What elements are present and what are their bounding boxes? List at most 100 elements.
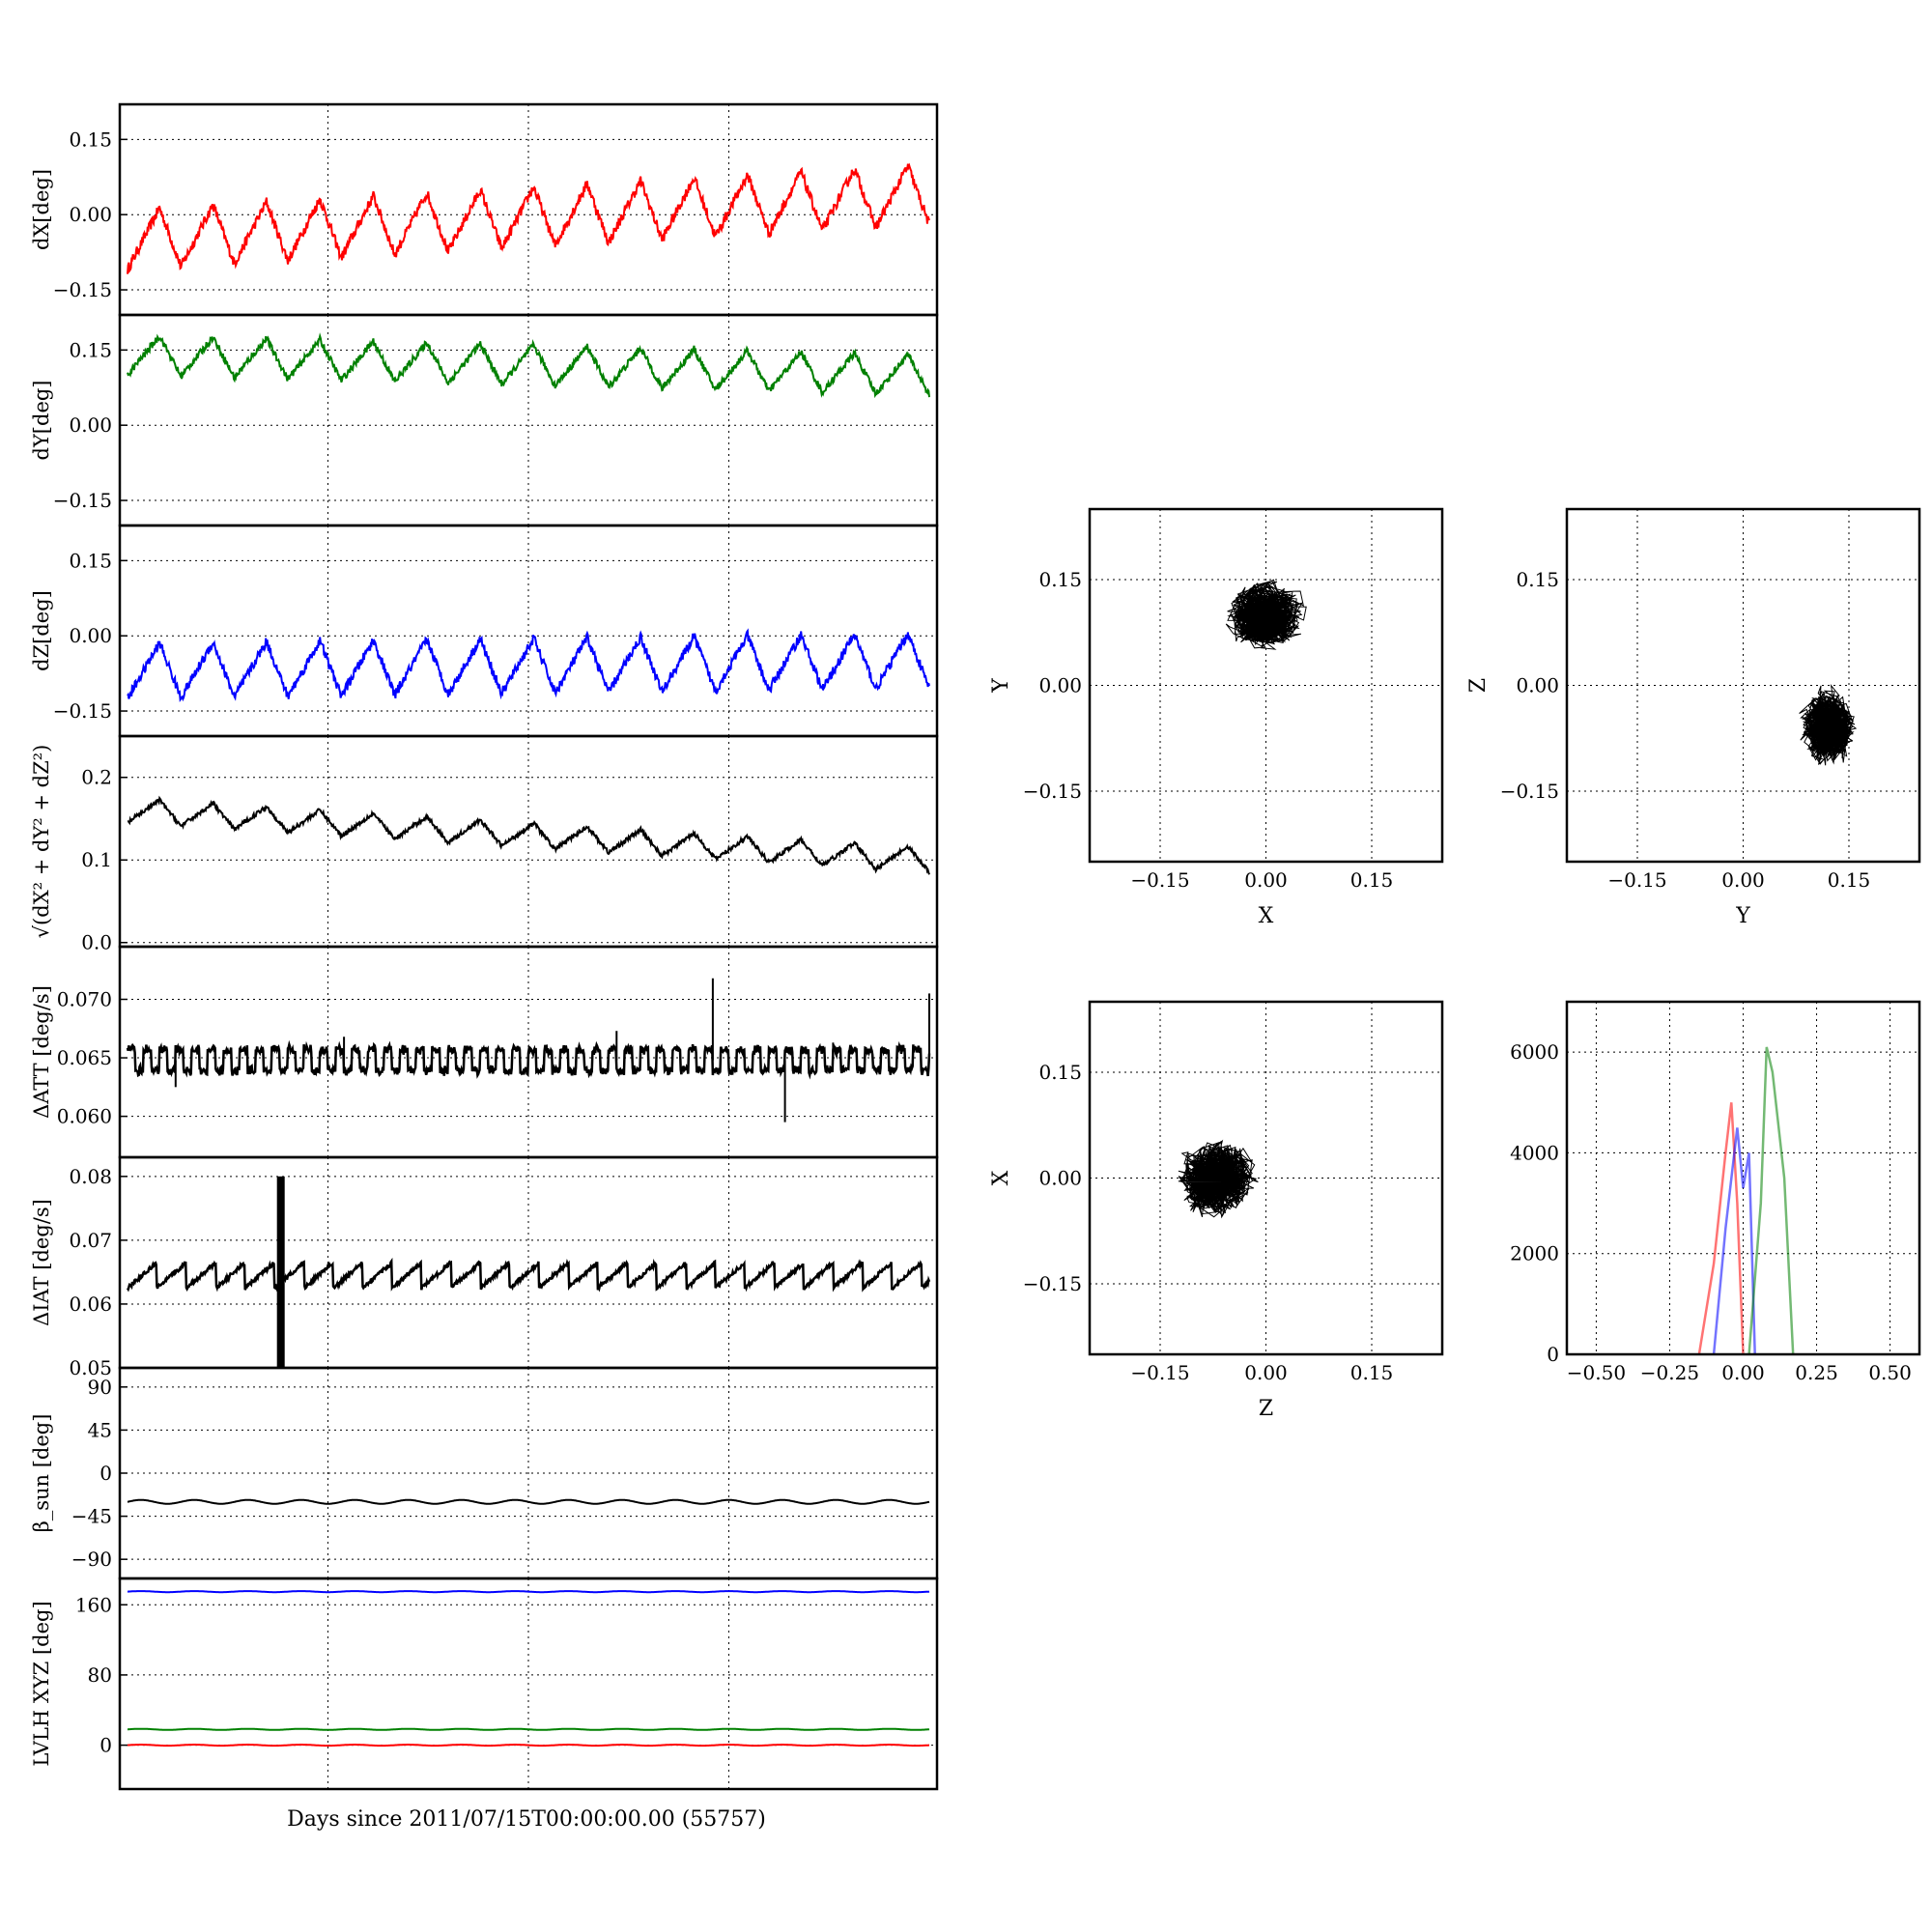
y-axis-label: dY[deg] [30, 380, 53, 460]
y-tick-label: 0.00 [69, 203, 112, 226]
series-line-lvlh-2 [127, 1744, 929, 1747]
x-tick-label: 0.15 [1350, 868, 1394, 892]
x-tick-label: 0.00 [1721, 868, 1765, 892]
x-tick-label: 0.00 [1244, 1361, 1288, 1384]
y-axis-label: √(dX² + dY² + dZ²) [30, 745, 53, 939]
y-tick-label: −0.15 [53, 278, 112, 301]
panel-dIAT: 0.08 0.07 0.06 0.05 ΔIAT [deg/s] [30, 1155, 939, 1379]
y-tick-label: 0.15 [1038, 568, 1082, 591]
y-tick-label: 0.15 [69, 128, 112, 151]
series-line-lvlh [128, 1590, 930, 1594]
panel-frame [1088, 1000, 1444, 1356]
y-tick-label: 2000 [1510, 1242, 1559, 1265]
histogram-panel: −0.50 −0.25 0.00 0.25 0.50 0 2000 4000 6000 [1510, 1000, 1921, 1384]
x-tick-label: 0.00 [1244, 868, 1288, 892]
x-tick-label: 0.15 [1350, 1361, 1394, 1384]
panel-dY: 0.15 0.00 −0.15 dY[deg] [30, 313, 939, 527]
hist-series-1 [1712, 1127, 1756, 1355]
y-tick-label: −0.15 [1500, 780, 1559, 803]
series-line-beta [127, 1498, 930, 1505]
panel-scatter_xy: −0.15 −0.15 0.00 0.00 0.15 0.15 X Y [989, 507, 1444, 928]
x-tick-label: 0.50 [1868, 1361, 1912, 1384]
y-axis-label: Y [989, 678, 1013, 694]
panel-frame [118, 1577, 939, 1791]
y-tick-label: −90 [71, 1548, 112, 1571]
y-tick-label: 0.05 [69, 1356, 112, 1379]
y-axis-label: Z [1466, 678, 1491, 693]
y-tick-label: −0.15 [1023, 1272, 1082, 1295]
y-tick-label: 6000 [1510, 1040, 1559, 1064]
series-line-lvlh-1 [128, 1727, 930, 1731]
scatter-trace [1799, 683, 1858, 766]
y-tick-label: 0.06 [69, 1293, 112, 1316]
hist-series-0 [1697, 1102, 1745, 1355]
y-tick-label: 0 [99, 1462, 112, 1485]
y-tick-label: 0.15 [69, 338, 112, 361]
x-tick-label: 0.25 [1795, 1361, 1838, 1384]
x-tick-label: 0.15 [1828, 868, 1871, 892]
y-tick-label: 80 [88, 1663, 112, 1687]
y-tick-label: 0.0 [81, 931, 112, 954]
y-axis-label: X [989, 1170, 1013, 1185]
x-axis-label: Z [1259, 1397, 1273, 1421]
y-tick-label: 0.08 [69, 1165, 112, 1188]
y-tick-label: 0.00 [69, 413, 112, 437]
y-tick-label: 0.00 [1038, 1167, 1082, 1190]
y-tick-label: −0.15 [1023, 780, 1082, 803]
y-tick-label: 0 [99, 1734, 112, 1757]
y-tick-label: 0.1 [81, 848, 112, 871]
y-tick-label: 0.15 [1038, 1061, 1082, 1084]
x-tick-label: 0.00 [1721, 1361, 1765, 1384]
y-tick-label: 0.070 [57, 988, 112, 1011]
x-tick-label: −0.15 [1130, 868, 1189, 892]
scatter-trace [1178, 1139, 1259, 1219]
x-axis-label: Y [1735, 904, 1750, 928]
x-tick-label: −0.25 [1640, 1361, 1699, 1384]
scatter-panels: −0.15 −0.15 0.00 0.00 0.15 0.15 X Y −0.15 −0.15 0.… [989, 507, 1921, 1421]
y-axis-label: dX[deg] [30, 169, 53, 250]
panel-frame [1565, 1000, 1921, 1356]
y-tick-label: −45 [71, 1505, 112, 1528]
x-axis-label: X [1259, 904, 1274, 928]
y-axis-label: ΔATT [deg/s] [30, 985, 53, 1119]
y-tick-label: 0.2 [81, 766, 112, 789]
panel-lvlh: 160 80 0 LVLH XYZ [deg] [30, 1577, 939, 1791]
y-tick-label: 0.00 [1516, 674, 1559, 697]
y-tick-label: 0.060 [57, 1105, 112, 1128]
y-tick-label: 160 [75, 1593, 112, 1616]
y-tick-label: 0 [1547, 1343, 1559, 1366]
series-line-dIAT [126, 1257, 931, 1293]
x-axis-label: Days since 2011/07/15T00:00:00.00 (55757… [287, 1807, 766, 1832]
y-axis-label: dZ[deg] [30, 590, 53, 671]
series-line-dX [127, 162, 930, 274]
hist-series-2 [1747, 1046, 1795, 1355]
y-tick-label: 0.07 [69, 1229, 112, 1252]
y-axis-label: LVLH XYZ [deg] [30, 1601, 53, 1766]
y-tick-label: 0.00 [1038, 674, 1082, 697]
panel-dR: 0.2 0.1 0.0 √(dX² + dY² + dZ²) [30, 734, 939, 954]
panel-scatter_yz: −0.15 −0.15 0.00 0.00 0.15 0.15 Y Z [1466, 507, 1921, 928]
time-series-panels: 0.150.00−0.15dX[deg]0.150.00−0.15dY[deg]… [30, 102, 939, 1791]
y-tick-label: 90 [88, 1376, 112, 1399]
y-tick-label: 0.15 [1516, 568, 1559, 591]
series-line-dY [127, 332, 930, 399]
scatter-trace [1225, 579, 1307, 650]
y-tick-label: 4000 [1510, 1141, 1559, 1164]
panel-dX: 0.15 0.00 −0.15 dX[deg] [30, 102, 939, 317]
panel-beta: 90 45 0 −45 −90 β_sun [deg] [30, 1366, 939, 1580]
y-tick-label: 0.065 [57, 1046, 112, 1069]
series-line-dR [127, 795, 930, 875]
x-tick-label: −0.15 [1607, 868, 1666, 892]
y-axis-label: ΔIAT [deg/s] [30, 1199, 53, 1326]
spike [276, 1176, 285, 1368]
y-tick-label: 0.15 [69, 549, 112, 572]
x-tick-label: −0.50 [1567, 1361, 1626, 1384]
panel-frame [1565, 507, 1921, 864]
y-tick-label: −0.15 [53, 489, 112, 512]
x-tick-label: −0.15 [1130, 1361, 1189, 1384]
y-axis-label: β_sun [deg] [30, 1414, 53, 1533]
series-line-dZ [127, 628, 930, 703]
y-tick-label: −0.15 [53, 699, 112, 723]
